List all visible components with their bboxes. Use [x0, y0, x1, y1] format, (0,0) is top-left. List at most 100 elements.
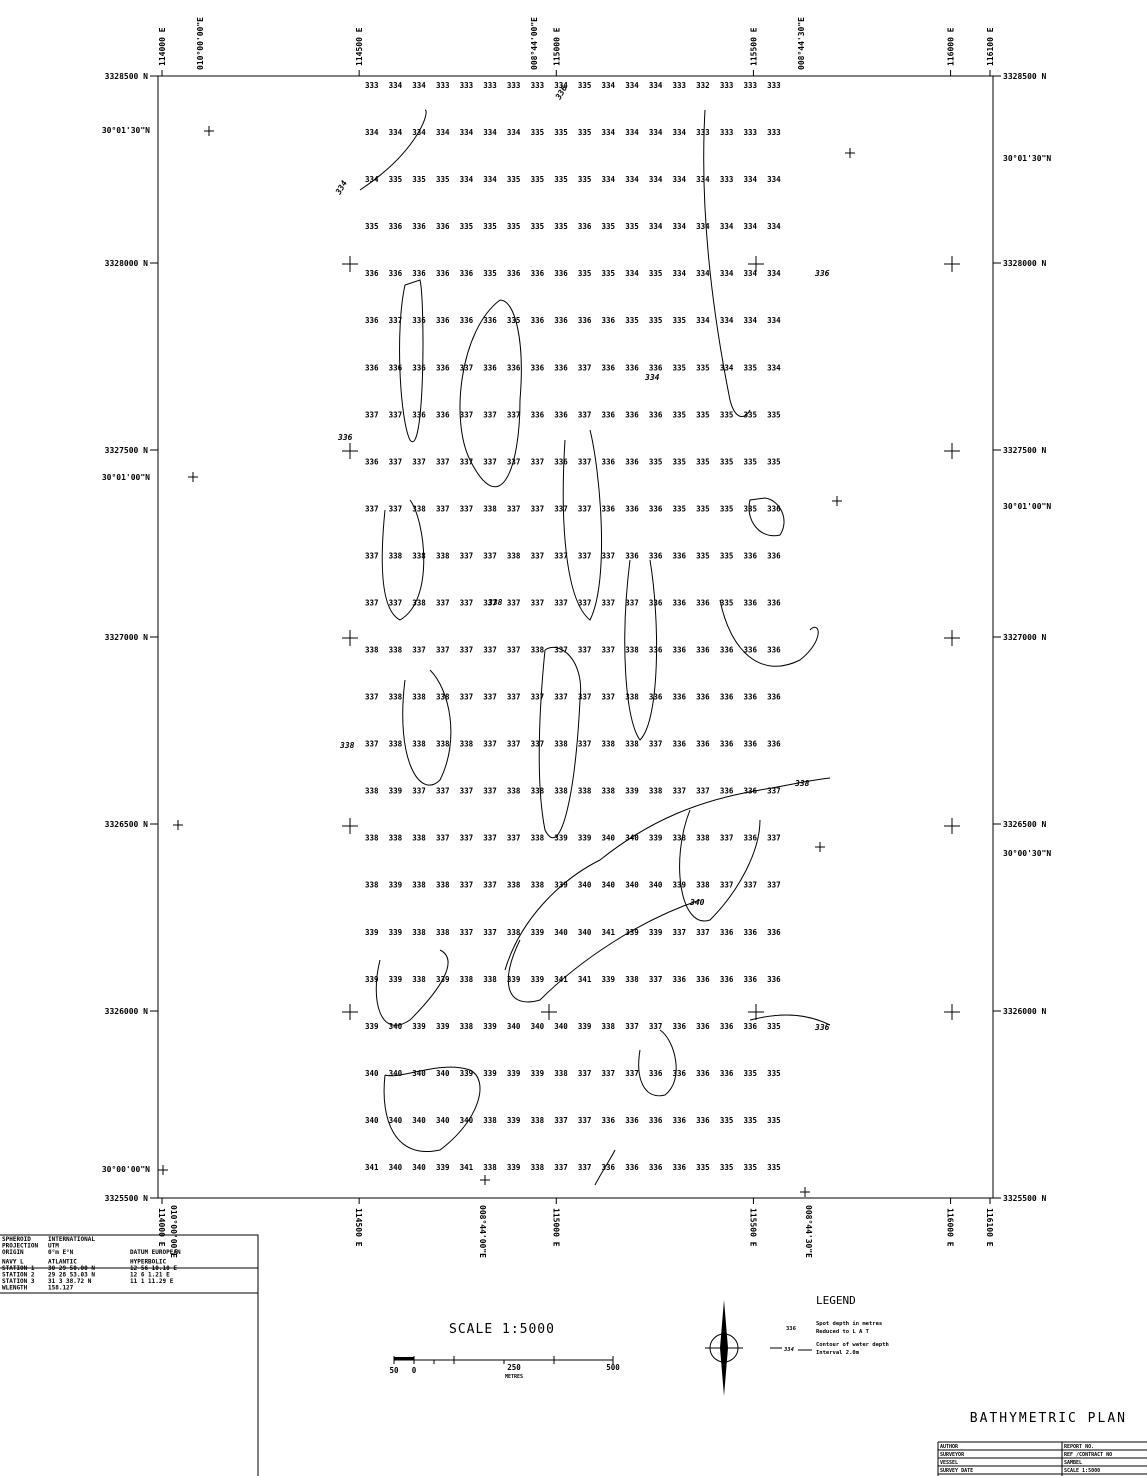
spot-depth: 335 [720, 504, 734, 513]
spot-depth: 336 [436, 316, 450, 325]
northing-label: 3328500 N [105, 72, 149, 81]
spot-depth: 336 [483, 316, 497, 325]
geodesy-cell: SPHEROID [2, 1236, 31, 1243]
spot-depth: 337 [460, 928, 474, 937]
spot-depth: 338 [412, 504, 426, 513]
spot-depth: 338 [389, 646, 403, 655]
spot-depth: 335 [531, 175, 545, 184]
spot-depth: 339 [507, 975, 521, 984]
spot-depth: 334 [696, 269, 710, 278]
spot-depth: 338 [483, 1116, 497, 1125]
spot-depth: 335 [554, 222, 568, 231]
spot-depth: 336 [625, 1163, 639, 1172]
northing-label: 3328000 N [1003, 259, 1047, 268]
spot-depth: 338 [483, 504, 497, 513]
spot-depth: 338 [625, 975, 639, 984]
spot-depth: 339 [531, 975, 545, 984]
spot-depth: 337 [578, 693, 592, 702]
spot-depth: 339 [625, 928, 639, 937]
spot-depth: 338 [412, 928, 426, 937]
spot-depth: 335 [767, 1022, 781, 1031]
northing-label: 3328500 N [1003, 72, 1047, 81]
spot-depth: 336 [602, 457, 616, 466]
spot-depth: 338 [507, 881, 521, 890]
spot-depth: 337 [531, 457, 545, 466]
spot-depth: 336 [720, 740, 734, 749]
spot-depth: 337 [389, 316, 403, 325]
spot-depth: 340 [389, 1022, 403, 1031]
legend-text: Spot depth in metres [816, 1321, 882, 1327]
spot-depth: 336 [554, 363, 568, 372]
spot-depth: 334 [460, 175, 474, 184]
spot-depth: 334 [767, 222, 781, 231]
spot-depth: 333 [531, 81, 545, 90]
spot-depth: 334 [767, 269, 781, 278]
spot-depth: 336 [720, 787, 734, 796]
longitude-label: 008°44'00"E [478, 1205, 487, 1258]
spot-depth: 338 [389, 740, 403, 749]
spot-depth: 334 [602, 128, 616, 137]
spot-depth: 334 [673, 128, 687, 137]
spot-depth: 333 [436, 81, 450, 90]
spot-depth: 334 [696, 316, 710, 325]
spot-depth: 336 [412, 410, 426, 419]
geodesy-cell: 12 6 1.21 E [130, 1272, 170, 1279]
easting-label: 115500 E [749, 27, 758, 66]
spot-depth: 337 [649, 975, 663, 984]
spot-depth: 341 [554, 975, 568, 984]
scale-unit: METRES [505, 1374, 523, 1380]
spot-depth: 336 [649, 410, 663, 419]
northing-label: 3328000 N [105, 259, 149, 268]
geodesy-cell: 30 29 50.00 N [48, 1265, 95, 1272]
contour [624, 559, 658, 741]
spot-depth: 336 [743, 787, 757, 796]
scale-bar [393, 1356, 614, 1364]
spot-depth: 339 [436, 1022, 450, 1031]
spot-depth: 335 [554, 175, 568, 184]
scale-tick: 0 [412, 1366, 417, 1375]
scale-title: SCALE 1:5000 [449, 1322, 555, 1337]
spot-depth: 337 [578, 410, 592, 419]
spot-depth: 335 [649, 269, 663, 278]
spot-depth: 339 [436, 1163, 450, 1172]
spot-depth: 338 [460, 740, 474, 749]
title-block-cell: VESSEL [940, 1460, 958, 1466]
spot-depth: 337 [365, 693, 379, 702]
spot-depth: 336 [625, 504, 639, 513]
spot-depth: 336 [649, 693, 663, 702]
spot-depth: 337 [625, 598, 639, 607]
spot-depth: 337 [720, 834, 734, 843]
spot-depth: 334 [743, 175, 757, 184]
spot-depth: 335 [625, 316, 639, 325]
geodesy-cell: WLENGTH [2, 1285, 28, 1292]
spot-depth: 336 [436, 410, 450, 419]
spot-depth: 339 [412, 1022, 426, 1031]
contour [719, 599, 819, 667]
spot-depth: 337 [531, 693, 545, 702]
spot-depth: 336 [743, 598, 757, 607]
spot-depth: 334 [767, 363, 781, 372]
spot-depth: 336 [696, 693, 710, 702]
spot-depth: 338 [554, 787, 568, 796]
spot-depth: 339 [389, 881, 403, 890]
contour [507, 899, 701, 1003]
spot-depth: 336 [625, 551, 639, 560]
spot-depth: 338 [412, 693, 426, 702]
spot-depth: 336 [649, 1116, 663, 1125]
spot-depth: 337 [365, 504, 379, 513]
spot-depth: 334 [507, 128, 521, 137]
spot-depth: 337 [483, 551, 497, 560]
spot-depth: 336 [649, 1069, 663, 1078]
spot-depth: 339 [436, 975, 450, 984]
spot-depth: 337 [602, 693, 616, 702]
spot-depth: 337 [412, 646, 426, 655]
spot-depth: 338 [412, 881, 426, 890]
spot-depth: 336 [673, 551, 687, 560]
spot-depth: 335 [720, 551, 734, 560]
spot-depth: 337 [412, 457, 426, 466]
contour [459, 299, 522, 488]
legend-sample: 336 [786, 1326, 797, 1332]
spot-depth: 333 [743, 81, 757, 90]
spot-depth: 339 [531, 1069, 545, 1078]
northing-label: 3325500 N [105, 1194, 149, 1203]
